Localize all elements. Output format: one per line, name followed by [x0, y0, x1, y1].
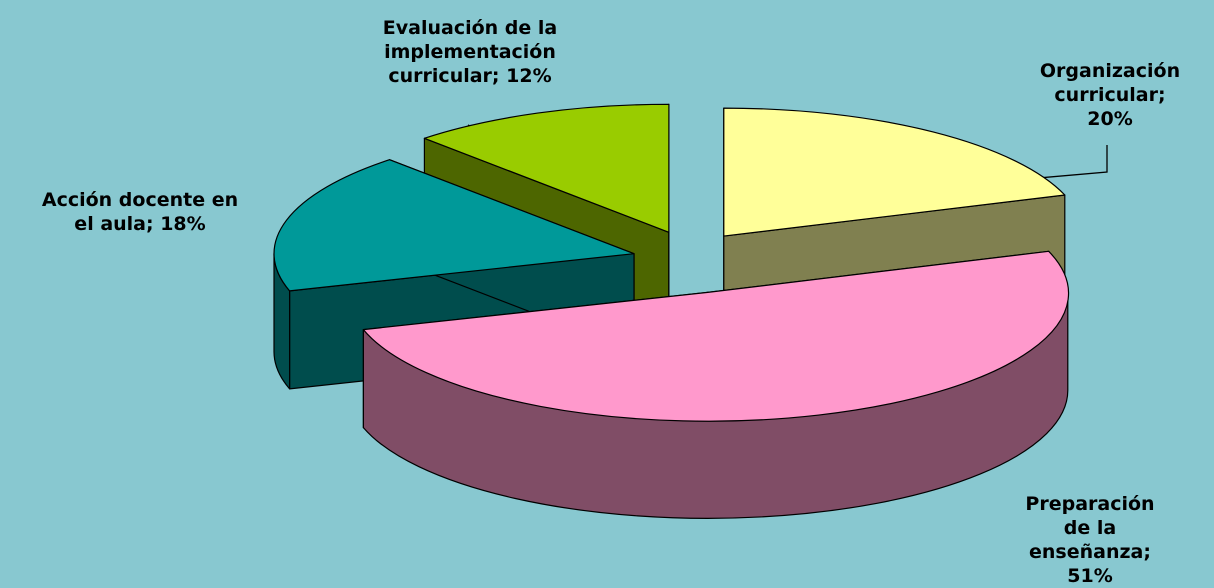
data-label: Preparación de la enseñanza; 51%	[1025, 492, 1154, 588]
chart	[0, 0, 1214, 572]
data-label: Evaluación de la implementación curricul…	[383, 16, 557, 88]
data-label: Acción docente en el aula; 18%	[42, 188, 238, 236]
page: (() => { const data = JSON.parse(documen…	[0, 0, 1214, 572]
data-label: Organización curricular; 20%	[1040, 59, 1180, 131]
